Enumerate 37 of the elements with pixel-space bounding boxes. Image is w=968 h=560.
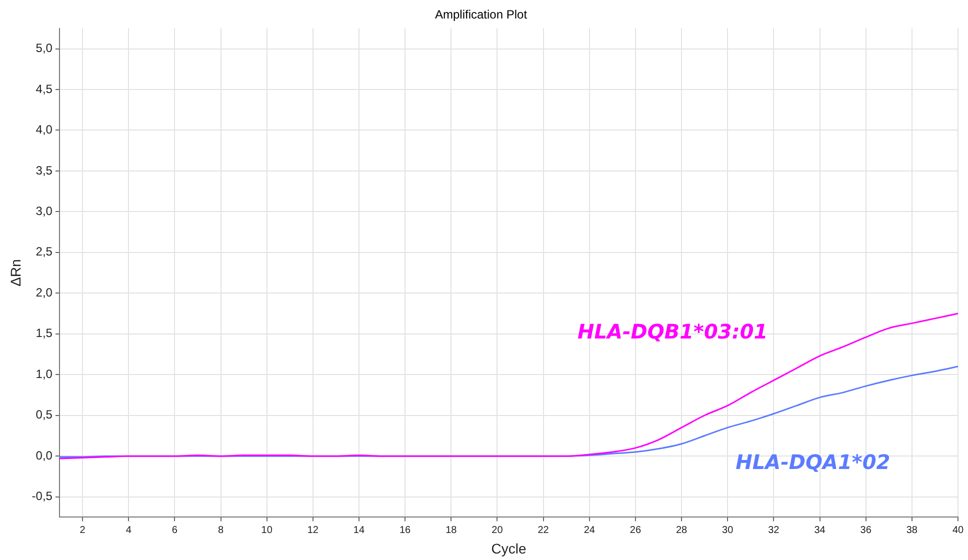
x-tick-label: 34 <box>814 524 826 536</box>
series-label: HLA-DQB1*03:01 <box>578 320 768 344</box>
y-axis-title: ΔRn <box>7 259 24 286</box>
y-tick-label: 5,0 <box>36 41 53 56</box>
x-tick-label: 20 <box>492 524 504 536</box>
y-tick-label: 3,5 <box>36 163 53 178</box>
chart-title: Amplification Plot <box>434 8 528 22</box>
x-tick-label: 4 <box>126 524 132 536</box>
x-tick-label: 24 <box>584 524 596 536</box>
x-tick-label: 22 <box>538 524 550 536</box>
x-tick-label: 32 <box>768 524 780 536</box>
x-tick-label: 18 <box>446 524 458 536</box>
y-tick-label: 2,5 <box>36 244 53 259</box>
x-tick-label: 2 <box>80 524 86 536</box>
x-axis-title: Cycle <box>491 540 526 556</box>
x-tick-label: 38 <box>906 524 918 536</box>
y-tick-label: 4,0 <box>36 122 53 137</box>
x-tick-label: 6 <box>172 524 178 536</box>
y-tick-label: -0,5 <box>32 489 53 504</box>
series-label: HLA-DQA1*02 <box>736 450 890 474</box>
x-tick-label: 16 <box>400 524 412 536</box>
y-tick-label: 3,0 <box>36 204 53 218</box>
y-tick-label: 2,0 <box>36 285 53 300</box>
x-tick-label: 10 <box>261 524 273 536</box>
x-tick-label: 28 <box>676 524 688 536</box>
x-tick-label: 12 <box>307 524 319 536</box>
y-tick-label: 1,0 <box>36 366 53 381</box>
x-tick-label: 14 <box>353 524 365 536</box>
x-tick-label: 26 <box>630 524 642 536</box>
y-tick-label: 0,0 <box>36 448 53 462</box>
x-tick-label: 36 <box>860 524 872 536</box>
y-tick-label: 0,5 <box>36 408 53 422</box>
x-tick-label: 30 <box>722 524 734 536</box>
x-tick-label: 8 <box>218 524 224 536</box>
y-tick-label: 4,5 <box>36 82 53 96</box>
y-tick-label: 1,5 <box>36 326 53 340</box>
x-tick-label: 40 <box>952 524 964 536</box>
